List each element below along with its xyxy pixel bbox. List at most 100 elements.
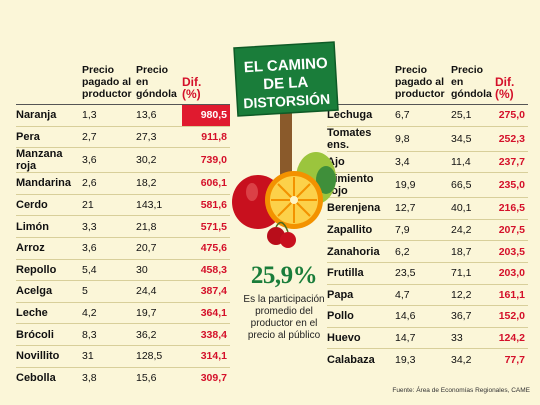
product-name: Zanahoria xyxy=(327,240,395,263)
shelf-price: 15,6 xyxy=(136,366,182,389)
producer-price: 9,8 xyxy=(395,125,451,152)
shelf-price: 21,8 xyxy=(136,215,182,238)
producer-price: 6,7 xyxy=(395,104,451,127)
shelf-price: 66,5 xyxy=(451,172,495,198)
source-note: Fuente: Área de Economías Regionales, CA… xyxy=(392,387,530,394)
producer-price: 23,5 xyxy=(395,261,451,285)
shelf-price: 19,7 xyxy=(136,301,182,324)
producer-price: 7,9 xyxy=(395,218,451,241)
title-sign: EL CAMINO DE LA DISTORSIÓN xyxy=(232,41,339,248)
table-row: Naranja 1,3 13,6 980,5 xyxy=(16,104,230,127)
shelf-price: 13,6 xyxy=(136,104,182,127)
producer-price: 4,2 xyxy=(82,301,136,324)
difference-percent: 124,2 xyxy=(495,326,528,349)
table-row: Pera 2,7 27,3 911,8 xyxy=(16,125,230,148)
table-row: Tomates ens. 9,8 34,5 252,3 xyxy=(327,125,528,152)
producer-price: 14,6 xyxy=(395,305,451,328)
product-name: Papa xyxy=(327,283,395,306)
difference-percent: 203,5 xyxy=(495,240,528,263)
table-row: Lechuga 6,7 25,1 275,0 xyxy=(327,104,528,127)
difference-percent: 475,6 xyxy=(182,236,230,260)
product-name: Repollo xyxy=(16,258,82,281)
producer-price: 3,8 xyxy=(82,366,136,389)
table-row: Cebolla 3,8 15,6 309,7 xyxy=(16,366,230,389)
difference-percent: 338,4 xyxy=(182,323,230,346)
producer-price: 2,7 xyxy=(82,125,136,148)
shelf-price: 18,2 xyxy=(136,172,182,195)
shelf-price: 34,2 xyxy=(451,348,495,370)
difference-percent: 458,3 xyxy=(182,258,230,281)
product-name: Acelga xyxy=(16,280,82,303)
table-row: Leche 4,2 19,7 364,1 xyxy=(16,301,230,324)
header-shelf: Precio en góndola xyxy=(136,64,177,100)
product-name: Pollo xyxy=(327,305,395,328)
difference-percent: 911,8 xyxy=(182,125,230,148)
right-price-table: Precio pagado al productor Precio en góndola… xyxy=(327,64,528,370)
producer-price: 2,6 xyxy=(82,172,136,195)
producer-price: 5,4 xyxy=(82,258,136,281)
producer-price: 12,7 xyxy=(395,197,451,220)
difference-percent: 252,3 xyxy=(495,125,528,152)
difference-percent: 207,5 xyxy=(495,218,528,241)
highlight-caption: Es la participación promedio del product… xyxy=(243,294,325,341)
difference-percent: 77,7 xyxy=(495,348,528,370)
product-name: Lechuga xyxy=(327,104,395,127)
producer-price: 31 xyxy=(82,344,136,368)
table-row: Zanahoria 6,2 18,7 203,5 xyxy=(327,240,528,263)
title-line-2: DE LA xyxy=(263,74,309,93)
product-name: Pimiento rojo xyxy=(327,172,395,198)
table-row: Pollo 14,6 36,7 152,0 xyxy=(327,305,528,328)
left-price-table: Precio pagado al productor Precio en góndola… xyxy=(16,64,230,389)
difference-percent: 571,5 xyxy=(182,215,230,238)
header-paid: Precio pagado al productor xyxy=(395,64,445,100)
table-row: Mandarina 2,6 18,2 606,1 xyxy=(16,172,230,195)
right-header-row: Precio pagado al productor Precio en góndola… xyxy=(327,64,528,105)
product-name: Cebolla xyxy=(16,366,82,389)
table-row: Acelga 5 24,4 387,4 xyxy=(16,280,230,303)
product-name: Novillito xyxy=(16,344,82,368)
product-name: Frutilla xyxy=(327,261,395,285)
shelf-price: 24,2 xyxy=(451,218,495,241)
difference-percent: 152,0 xyxy=(495,305,528,328)
table-row: Novillito 31 128,5 314,1 xyxy=(16,344,230,368)
shelf-price: 33 xyxy=(451,326,495,349)
difference-percent: 314,1 xyxy=(182,344,230,368)
product-name: Mandarina xyxy=(16,172,82,195)
shelf-price: 30,2 xyxy=(136,147,182,173)
sign-board xyxy=(233,41,339,117)
table-row: Cerdo 21 143,1 581,6 xyxy=(16,193,230,216)
producer-price: 8,3 xyxy=(82,323,136,346)
fruit-illustration xyxy=(232,152,336,248)
shelf-price: 143,1 xyxy=(136,193,182,216)
table-row: Papa 4,7 12,2 161,1 xyxy=(327,283,528,306)
leaf-icon xyxy=(316,166,336,194)
producer-price: 19,9 xyxy=(395,172,451,198)
producer-price: 3,6 xyxy=(82,236,136,260)
difference-percent: 235,0 xyxy=(495,172,528,198)
difference-percent: 216,5 xyxy=(495,197,528,220)
producer-price: 5 xyxy=(82,280,136,303)
product-name: Limón xyxy=(16,215,82,238)
table-row: Pimiento rojo 19,9 66,5 235,0 xyxy=(327,172,528,198)
table-row: Ajo 3,4 11,4 237,7 xyxy=(327,150,528,173)
left-header-row: Precio pagado al productor Precio en góndola… xyxy=(16,64,230,105)
right-table-body: Lechuga 6,7 25,1 275,0 Tomates ens. 9,8 34,5 25… xyxy=(327,104,528,370)
producer-price: 6,2 xyxy=(395,240,451,263)
difference-percent: 739,0 xyxy=(182,147,230,173)
table-row: Calabaza 19,3 34,2 77,7 xyxy=(327,348,528,370)
difference-percent: 387,4 xyxy=(182,280,230,303)
product-name: Calabaza xyxy=(327,348,395,370)
shelf-price: 18,7 xyxy=(451,240,495,263)
product-name: Pera xyxy=(16,125,82,148)
product-name: Naranja xyxy=(16,104,82,127)
difference-percent: 275,0 xyxy=(495,104,528,127)
shelf-price: 34,5 xyxy=(451,125,495,152)
producer-price: 3,4 xyxy=(395,150,451,173)
product-name: Manzana roja xyxy=(16,147,82,173)
product-name: Arroz xyxy=(16,236,82,260)
producer-price: 14,7 xyxy=(395,326,451,349)
shelf-price: 12,2 xyxy=(451,283,495,306)
title-line-1: EL CAMINO xyxy=(243,55,328,76)
shelf-price: 36,2 xyxy=(136,323,182,346)
